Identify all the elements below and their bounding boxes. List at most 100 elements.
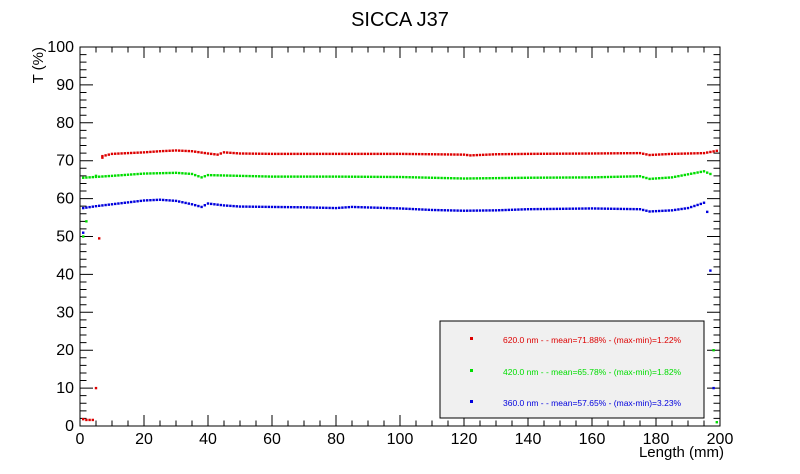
data-point <box>466 209 469 212</box>
data-point <box>642 175 645 179</box>
data-point <box>395 207 398 210</box>
data-point <box>206 202 210 205</box>
data-point <box>200 176 203 179</box>
data-point <box>85 220 88 223</box>
legend-marker <box>470 369 473 372</box>
data-point <box>664 209 667 212</box>
series-2-points <box>82 198 715 390</box>
data-point <box>674 152 677 156</box>
data-point <box>619 152 622 155</box>
data-point <box>357 152 360 156</box>
data-point <box>456 209 459 212</box>
data-point <box>459 153 462 156</box>
data-point <box>190 203 194 206</box>
data-point <box>174 199 178 203</box>
data-point <box>155 198 158 202</box>
data-point <box>248 152 251 155</box>
data-point <box>366 175 370 179</box>
data-point <box>498 153 501 156</box>
data-point <box>507 176 510 180</box>
data-point <box>574 152 578 155</box>
data-point <box>165 198 168 202</box>
data-point <box>421 152 424 156</box>
data-point <box>437 176 440 180</box>
data-point <box>248 205 251 208</box>
data-point <box>165 171 168 175</box>
data-point <box>331 152 334 156</box>
data-point <box>472 154 475 157</box>
data-point <box>542 207 546 211</box>
data-point <box>123 201 126 204</box>
data-point <box>533 176 536 179</box>
data-point <box>443 153 446 156</box>
data-point <box>578 207 581 210</box>
data-point <box>565 152 568 155</box>
data-point <box>258 205 261 208</box>
data-point <box>526 208 530 211</box>
data-point <box>558 152 562 155</box>
data-point <box>578 152 581 155</box>
data-point <box>600 175 603 179</box>
data-point <box>347 175 350 178</box>
data-point <box>136 200 139 203</box>
data-point <box>261 175 264 178</box>
data-point <box>430 176 434 179</box>
data-point <box>210 173 213 177</box>
data-point <box>360 206 363 209</box>
data-point <box>101 156 104 159</box>
data-point <box>482 209 485 212</box>
data-point <box>296 206 299 209</box>
data-point <box>600 152 603 155</box>
data-point <box>549 152 552 155</box>
data-point <box>402 207 405 210</box>
data-point <box>542 152 546 155</box>
data-point <box>533 207 536 211</box>
data-point <box>107 203 110 206</box>
data-point <box>571 176 574 179</box>
data-point <box>472 177 475 180</box>
data-point <box>286 175 290 178</box>
data-point <box>571 207 574 210</box>
data-point <box>274 205 277 209</box>
data-point <box>539 176 542 179</box>
data-point <box>306 152 309 156</box>
data-point <box>411 152 414 156</box>
data-point <box>290 205 293 209</box>
data-point <box>98 237 101 240</box>
data-point <box>174 149 178 152</box>
data-point <box>312 206 315 209</box>
x-tick-label: 120 <box>451 431 478 448</box>
data-point <box>562 176 565 179</box>
data-point <box>696 152 699 155</box>
data-point <box>181 172 184 175</box>
data-point <box>565 207 568 210</box>
data-point <box>94 386 98 390</box>
data-point <box>293 175 296 178</box>
data-point <box>674 175 677 178</box>
data-point <box>379 152 382 156</box>
data-point <box>517 152 520 156</box>
data-point <box>597 176 600 179</box>
data-point <box>568 152 571 155</box>
data-point <box>616 207 619 211</box>
data-point <box>491 176 494 180</box>
data-point <box>638 151 642 155</box>
data-point <box>510 176 514 180</box>
data-point <box>370 152 373 156</box>
data-point <box>482 153 485 157</box>
data-point <box>235 205 238 208</box>
data-point <box>133 173 136 176</box>
x-tick-label: 140 <box>515 431 542 448</box>
data-point <box>181 149 184 152</box>
data-point <box>574 176 578 179</box>
data-point <box>424 176 427 179</box>
data-point <box>587 207 590 210</box>
data-point <box>680 207 683 211</box>
data-point <box>354 205 357 209</box>
data-point <box>434 176 437 180</box>
chart-title: SICCA J37 <box>351 9 449 31</box>
data-point <box>136 151 139 154</box>
data-point <box>568 207 571 210</box>
data-point <box>635 207 638 211</box>
data-point <box>120 152 123 155</box>
